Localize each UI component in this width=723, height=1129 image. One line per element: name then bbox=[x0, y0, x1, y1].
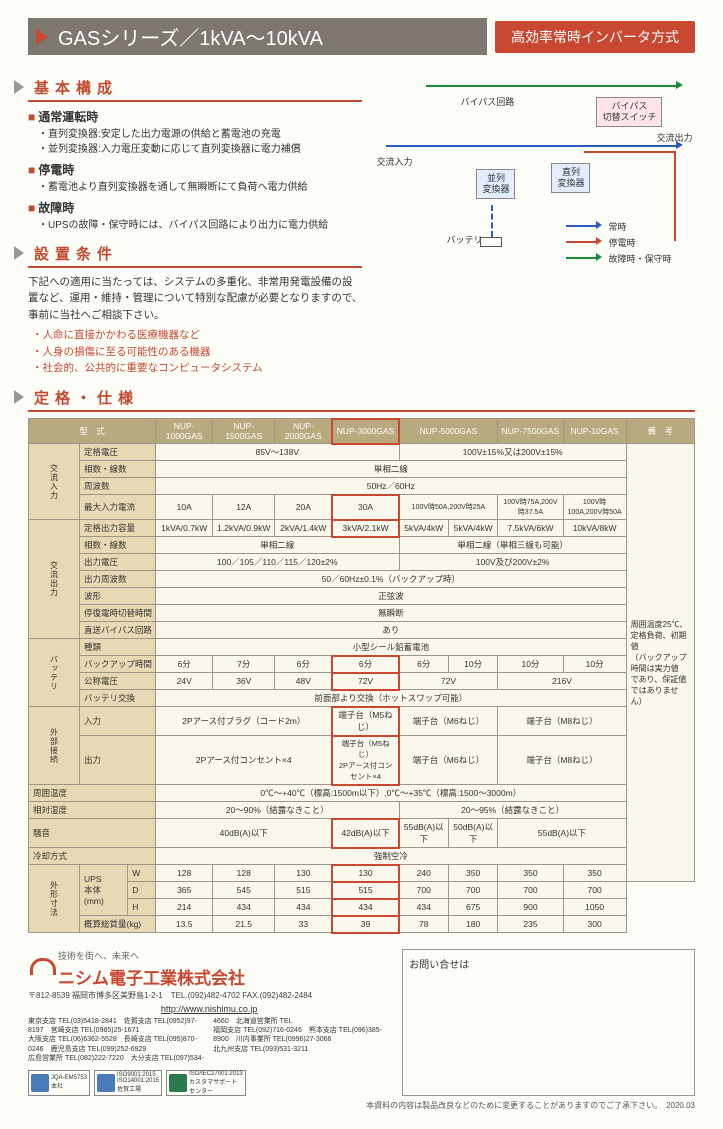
block-diagram: バイパス回路 バイパス 切替スイッチ 交流出力 交流入力 並列 変換器 直列 変… bbox=[376, 75, 695, 285]
section-basic: 基本構成 bbox=[28, 77, 362, 102]
basic-h1: 通常運転時 bbox=[28, 108, 362, 125]
company-logo-icon bbox=[28, 958, 52, 982]
company-url: http://www.nishimu.co.jp bbox=[28, 1004, 390, 1014]
spec-table: 型 式 NUP-1000GASNUP-1500GASNUP-2000GAS NU… bbox=[28, 418, 695, 933]
section-install: 設置条件 bbox=[28, 243, 362, 268]
title-main: GASシリーズ／1kVA～10kVA bbox=[28, 18, 487, 55]
isms-icon bbox=[169, 1074, 187, 1092]
basic-h2: 停電時 bbox=[28, 161, 362, 178]
title-badge: 高効率常時インバータ方式 bbox=[495, 21, 695, 53]
company-name: ニシム電子工業株式会社 bbox=[58, 964, 245, 989]
section-spec: 定格・仕様 bbox=[28, 387, 695, 412]
intertek-icon bbox=[97, 1074, 115, 1092]
title-bar: GASシリーズ／1kVA～10kVA 高効率常時インバータ方式 bbox=[28, 18, 695, 55]
inquiry-box: お問い合せは bbox=[402, 949, 695, 1096]
footer: 技術を街へ、未来へ ニシム電子工業株式会社 〒812-8539 福岡市博多区美野… bbox=[28, 949, 695, 1096]
basic-h3: 故障時 bbox=[28, 199, 362, 216]
cert-badges: JQA-EM5753 本社 ISO9001:2015 ISO14001:2015… bbox=[28, 1070, 390, 1096]
jqa-icon bbox=[31, 1074, 49, 1092]
